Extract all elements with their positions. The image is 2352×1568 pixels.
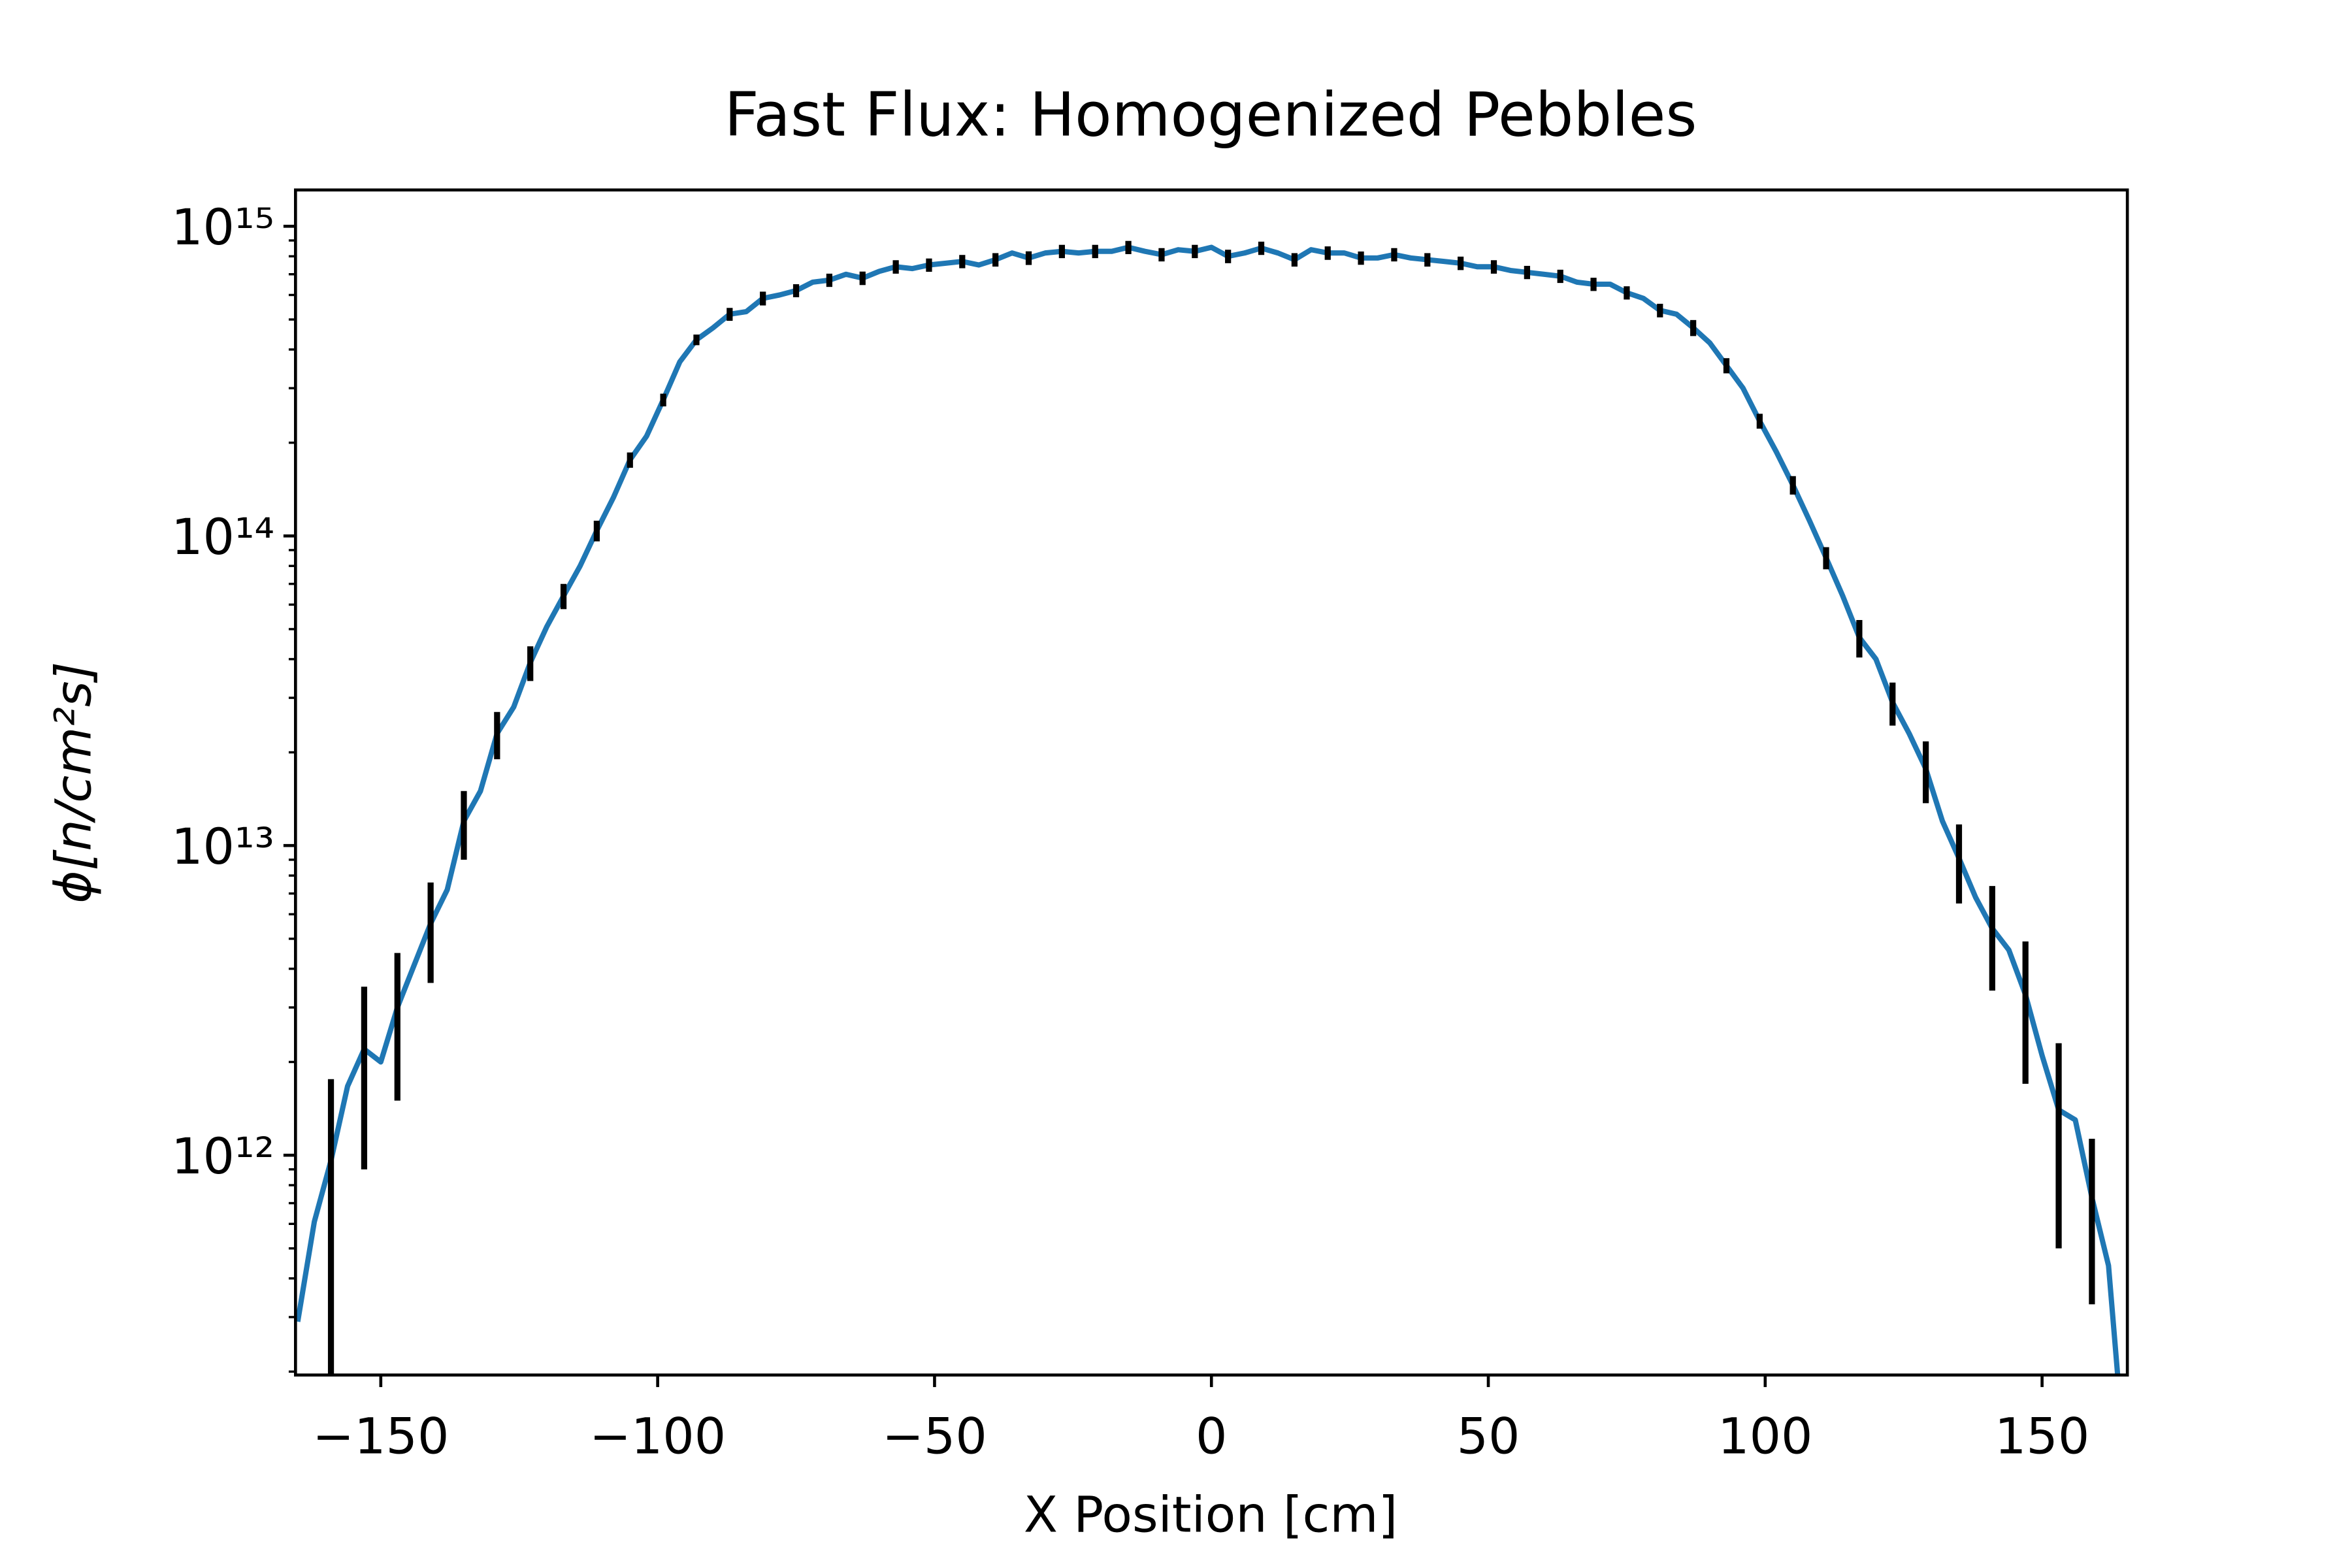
x-tick-label: −150 [312,1407,449,1465]
data-line [295,244,2121,1375]
y-tick-label: 10¹² [171,1127,274,1185]
plot-area [295,240,2121,1375]
x-tick-label: 150 [1995,1407,2089,1465]
y-axis-label: ϕ[n/cm²s] [44,662,102,904]
x-tick-label: −50 [882,1407,987,1465]
x-tick-label: 0 [1196,1407,1227,1465]
x-axis-label: X Position [cm] [1024,1486,1397,1544]
x-tick-label: −100 [589,1407,726,1465]
y-tick-label: 10¹⁵ [171,198,274,256]
chart-title: Fast Flux: Homogenized Pebbles [725,80,1697,150]
y-tick-label: 10¹⁴ [171,508,274,566]
y-tick-label: 10¹³ [171,817,274,875]
x-tick-label: 100 [1718,1407,1812,1465]
x-tick-label: 50 [1457,1407,1520,1465]
